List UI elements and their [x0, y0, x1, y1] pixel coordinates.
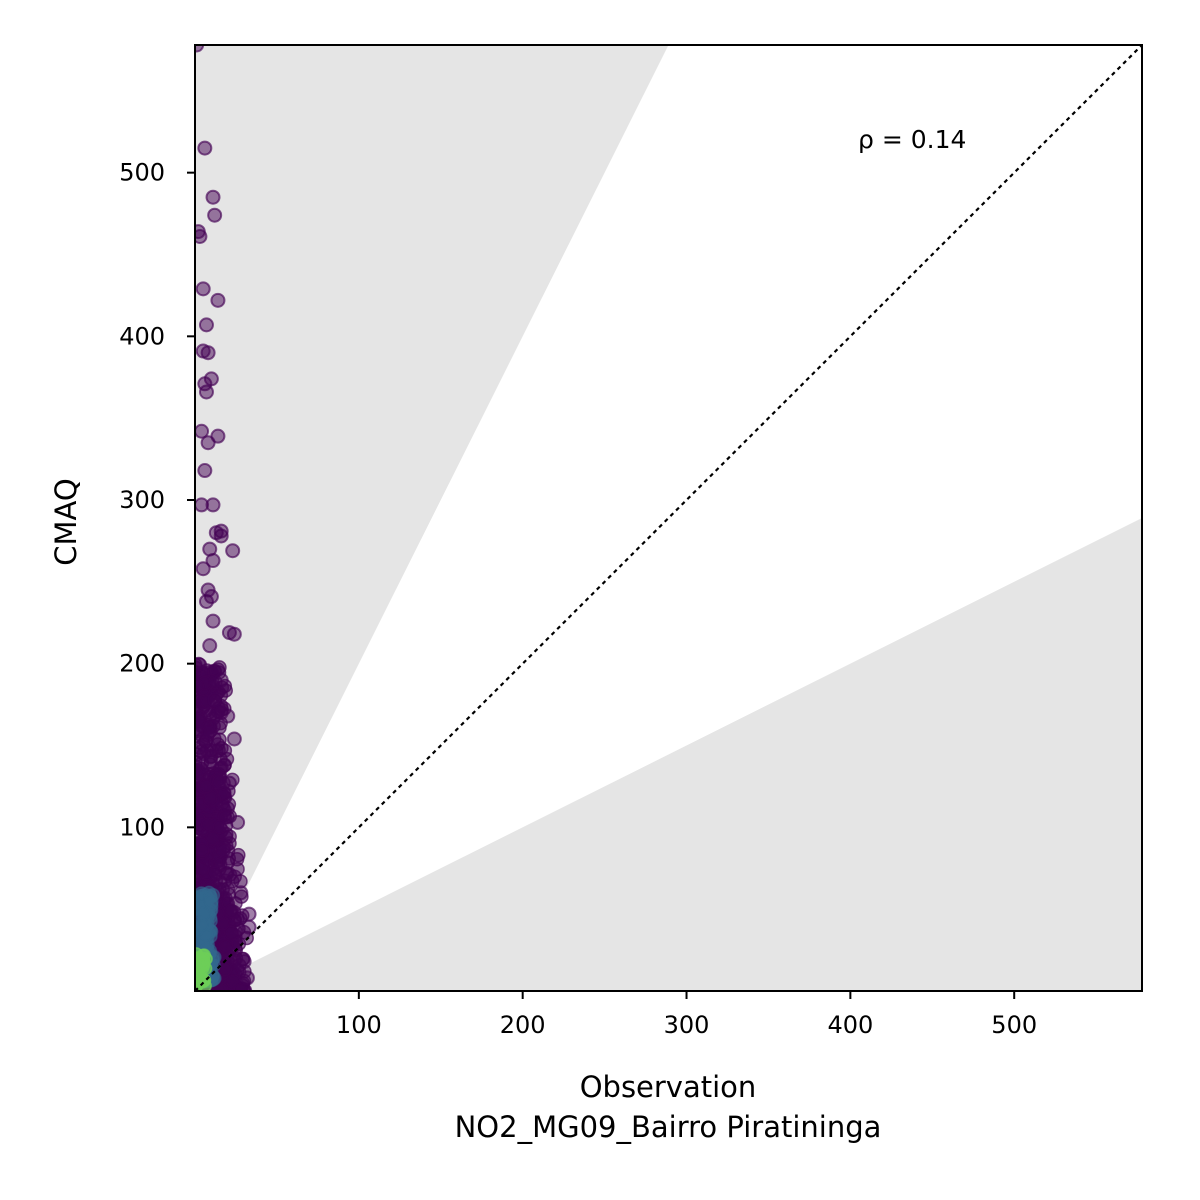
- data-point: [195, 842, 210, 858]
- x-tick-label: 200: [500, 1011, 546, 1039]
- data-point-outlier: [207, 692, 223, 708]
- data-point: [195, 947, 203, 961]
- data-point-outlier: [195, 45, 205, 53]
- data-point: [212, 819, 228, 835]
- data-point-outlier: [198, 317, 214, 333]
- shaded-band-lower: [195, 518, 1142, 991]
- y-tick-label: 500: [119, 159, 165, 187]
- y-tick-label: 200: [119, 650, 165, 678]
- data-point: [207, 866, 222, 882]
- y-tick-label: 300: [119, 486, 165, 514]
- data-point: [217, 758, 232, 773]
- correlation-annotation: ρ = 0.14: [858, 125, 966, 154]
- data-point-outlier: [225, 543, 241, 559]
- data-point-outlier: [205, 613, 221, 629]
- one-to-one-line: [195, 45, 1142, 991]
- data-point: [222, 867, 238, 882]
- data-point: [203, 754, 218, 769]
- y-tick-label: 100: [119, 813, 165, 841]
- data-point-outlier: [200, 345, 216, 361]
- y-axis-title: CMAQ: [49, 478, 83, 565]
- data-point: [221, 887, 237, 902]
- data-point-outlier: [236, 954, 252, 970]
- data-point: [201, 724, 217, 740]
- data-point-outlier: [195, 497, 210, 513]
- data-point: [231, 936, 247, 951]
- data-point-outlier: [197, 140, 213, 156]
- x-tick-label: 400: [827, 1011, 873, 1039]
- data-point-outlier: [213, 672, 229, 688]
- data-point: [195, 769, 204, 784]
- data-point-outlier: [221, 775, 237, 791]
- data-point-outlier: [239, 970, 255, 986]
- data-point: [214, 982, 229, 991]
- data-point: [195, 678, 205, 694]
- data-point: [224, 903, 239, 919]
- data-point: [200, 817, 216, 832]
- data-point: [205, 831, 220, 846]
- data-point-outlier: [195, 281, 211, 297]
- data-point: [195, 906, 210, 922]
- shaded-band-upper: [195, 45, 669, 991]
- data-point-outlier: [200, 435, 216, 451]
- data-point-outlier: [230, 814, 246, 830]
- data-point: [204, 894, 219, 909]
- data-point-outlier: [197, 463, 213, 479]
- data-point: [214, 740, 229, 756]
- x-axis-subtitle: NO2_MG09_Bairro Piratininga: [455, 1110, 882, 1144]
- data-point: [223, 925, 239, 940]
- data-point-outlier: [226, 731, 242, 747]
- x-tick-label: 500: [991, 1011, 1037, 1039]
- plot-frame: [194, 44, 1143, 992]
- data-point-outlier: [241, 919, 257, 935]
- data-point-outlier: [213, 705, 229, 721]
- x-axis-title: Observation: [580, 1070, 757, 1104]
- x-tick-label: 300: [664, 1011, 710, 1039]
- data-point-outlier: [233, 885, 249, 901]
- data-point-outlier: [195, 561, 211, 577]
- data-point: [195, 862, 210, 877]
- data-point-outlier: [195, 228, 208, 244]
- data-point-outlier: [241, 906, 257, 922]
- data-point-outlier: [202, 638, 218, 654]
- data-point: [218, 939, 233, 954]
- data-point: [195, 656, 206, 672]
- data-point-outlier: [198, 384, 214, 400]
- data-point-outlier: [226, 626, 242, 642]
- data-point-outlier: [205, 189, 221, 205]
- data-point-outlier: [207, 207, 223, 223]
- data-point-outlier: [210, 292, 226, 308]
- y-tick-label: 400: [119, 322, 165, 350]
- data-point-outlier: [198, 593, 214, 609]
- data-point: [216, 843, 231, 858]
- x-tick-label: 100: [336, 1011, 382, 1039]
- data-point-outlier: [205, 553, 221, 569]
- data-point-outlier: [213, 528, 229, 544]
- data-point: [195, 712, 206, 728]
